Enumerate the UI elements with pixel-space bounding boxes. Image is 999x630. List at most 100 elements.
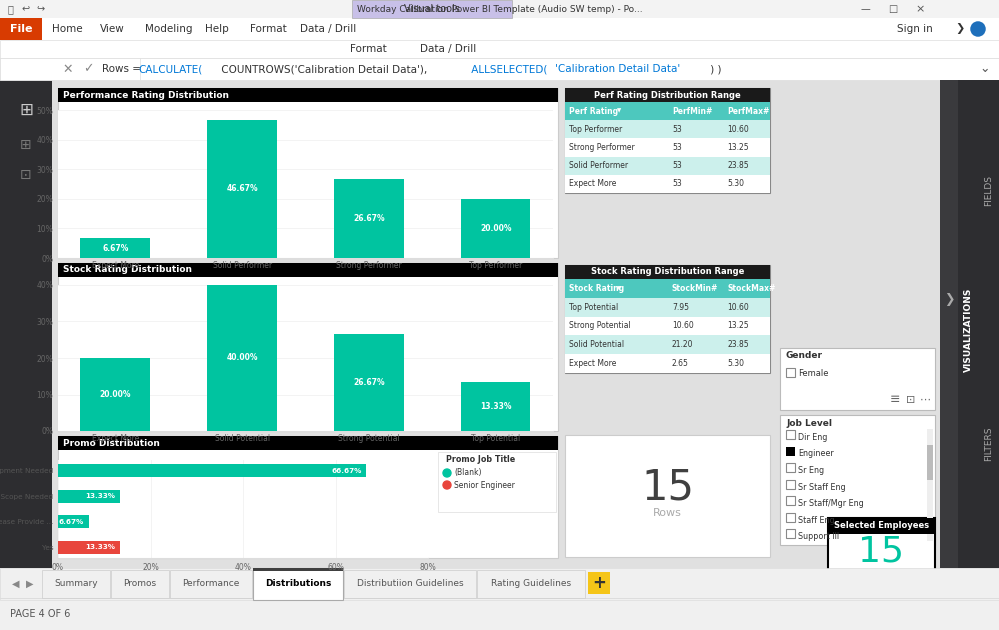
Bar bbox=[253, 568, 343, 600]
Text: Sr Eng: Sr Eng bbox=[798, 466, 824, 475]
Text: StockMax#: StockMax# bbox=[727, 284, 775, 293]
Text: 10.60: 10.60 bbox=[672, 321, 693, 331]
Bar bbox=[58, 464, 367, 477]
Text: Modeling: Modeling bbox=[145, 24, 193, 34]
Bar bbox=[565, 265, 770, 373]
Text: Rating Guidelines: Rating Guidelines bbox=[491, 580, 571, 588]
Text: 66.67%: 66.67% bbox=[332, 468, 362, 474]
Text: ▼: ▼ bbox=[617, 108, 621, 113]
Text: □: □ bbox=[888, 4, 898, 14]
Text: StockMin#: StockMin# bbox=[672, 284, 718, 293]
Bar bbox=[0, 80, 52, 568]
Text: ⊡: ⊡ bbox=[20, 168, 32, 182]
Bar bbox=[565, 354, 770, 373]
Bar bbox=[58, 88, 558, 258]
Text: Sr Staff/Mgr Eng: Sr Staff/Mgr Eng bbox=[798, 499, 864, 508]
Bar bbox=[0, 598, 999, 630]
Text: ⊡: ⊡ bbox=[906, 395, 916, 405]
Bar bbox=[0, 0, 999, 18]
Text: Performance: Performance bbox=[182, 580, 240, 588]
Text: Visual tools: Visual tools bbox=[404, 4, 460, 14]
Bar bbox=[0, 568, 999, 600]
Text: 6.67%: 6.67% bbox=[59, 518, 84, 525]
Text: PAGE 4 OF 6: PAGE 4 OF 6 bbox=[10, 609, 70, 619]
Bar bbox=[58, 541, 120, 554]
Text: Job Level: Job Level bbox=[786, 418, 832, 428]
Text: Rows: Rows bbox=[653, 508, 682, 518]
Bar bbox=[978, 320, 999, 568]
Text: Format: Format bbox=[350, 44, 387, 54]
Bar bbox=[780, 415, 935, 545]
Bar bbox=[42, 570, 110, 598]
Text: ✓: ✓ bbox=[83, 62, 93, 76]
Text: 13.33%: 13.33% bbox=[480, 402, 511, 411]
Bar bbox=[438, 452, 556, 512]
Text: ↩: ↩ bbox=[22, 4, 30, 14]
Text: 53: 53 bbox=[672, 143, 681, 152]
Text: 20.00%: 20.00% bbox=[480, 224, 511, 233]
Text: CALCULATE(: CALCULATE( bbox=[138, 64, 202, 74]
Text: 13.25: 13.25 bbox=[727, 143, 748, 152]
Text: 2.65: 2.65 bbox=[672, 359, 689, 368]
Text: ⌄: ⌄ bbox=[980, 62, 990, 76]
Bar bbox=[786, 430, 795, 439]
Text: Data / Drill: Data / Drill bbox=[420, 44, 477, 54]
Bar bbox=[565, 175, 770, 193]
Text: 23.85: 23.85 bbox=[727, 340, 748, 349]
Text: Promo Distribution: Promo Distribution bbox=[63, 438, 160, 447]
Text: Promos: Promos bbox=[124, 580, 157, 588]
Text: Format: Format bbox=[250, 24, 287, 34]
Text: ?: ? bbox=[975, 23, 981, 35]
Bar bbox=[207, 285, 277, 431]
Text: 10.60: 10.60 bbox=[727, 125, 748, 134]
Text: COUNTROWS('Calibration Detail Data'),: COUNTROWS('Calibration Detail Data'), bbox=[218, 64, 428, 74]
Text: View: View bbox=[100, 24, 125, 34]
Bar bbox=[0, 58, 140, 80]
Text: 7.95: 7.95 bbox=[672, 302, 689, 312]
Text: 53: 53 bbox=[672, 125, 681, 134]
Bar bbox=[207, 120, 277, 258]
Text: ⋯: ⋯ bbox=[919, 395, 930, 405]
Bar bbox=[52, 80, 940, 568]
Text: VISUALIZATIONS: VISUALIZATIONS bbox=[963, 288, 972, 372]
Text: Distributiion Guidelines: Distributiion Guidelines bbox=[357, 580, 464, 588]
Text: —: — bbox=[860, 4, 870, 14]
Text: Stock Rating Distribution: Stock Rating Distribution bbox=[63, 265, 192, 275]
Text: ⊞: ⊞ bbox=[19, 101, 33, 119]
Text: FIELDS: FIELDS bbox=[984, 175, 993, 205]
Text: Perf Rating: Perf Rating bbox=[569, 106, 618, 115]
Bar bbox=[565, 120, 770, 139]
Bar bbox=[565, 279, 770, 298]
Bar bbox=[588, 572, 610, 594]
Text: Promo Job Title: Promo Job Title bbox=[446, 455, 515, 464]
Text: FILTERS: FILTERS bbox=[984, 427, 993, 461]
Text: Top Potential: Top Potential bbox=[569, 302, 618, 312]
Bar bbox=[565, 335, 770, 354]
Text: Stock Rating Distribution Range: Stock Rating Distribution Range bbox=[590, 268, 744, 277]
Text: 53: 53 bbox=[672, 180, 681, 188]
Text: ALLSELECTED(: ALLSELECTED( bbox=[468, 64, 547, 74]
Bar bbox=[978, 80, 999, 320]
Bar bbox=[786, 479, 795, 489]
Bar bbox=[786, 513, 795, 522]
Bar bbox=[477, 570, 585, 598]
Bar bbox=[565, 317, 770, 335]
Text: 🖫: 🖫 bbox=[8, 4, 14, 14]
Bar bbox=[940, 80, 958, 568]
Text: 21.20: 21.20 bbox=[672, 340, 693, 349]
Circle shape bbox=[443, 469, 451, 477]
Bar bbox=[0, 598, 999, 599]
Text: 26.67%: 26.67% bbox=[353, 378, 385, 387]
Text: ⊞: ⊞ bbox=[20, 138, 32, 152]
Text: ) ): ) ) bbox=[707, 64, 721, 74]
Text: Summary: Summary bbox=[54, 580, 98, 588]
Bar bbox=[940, 80, 999, 568]
Text: 13.33%: 13.33% bbox=[85, 544, 115, 550]
Text: 13.33%: 13.33% bbox=[85, 493, 115, 499]
Bar bbox=[565, 157, 770, 175]
Text: Rows =: Rows = bbox=[102, 64, 144, 74]
Text: ▼: ▼ bbox=[617, 286, 621, 291]
Bar bbox=[58, 436, 558, 558]
Bar bbox=[565, 298, 770, 317]
Text: ✕: ✕ bbox=[63, 62, 73, 76]
